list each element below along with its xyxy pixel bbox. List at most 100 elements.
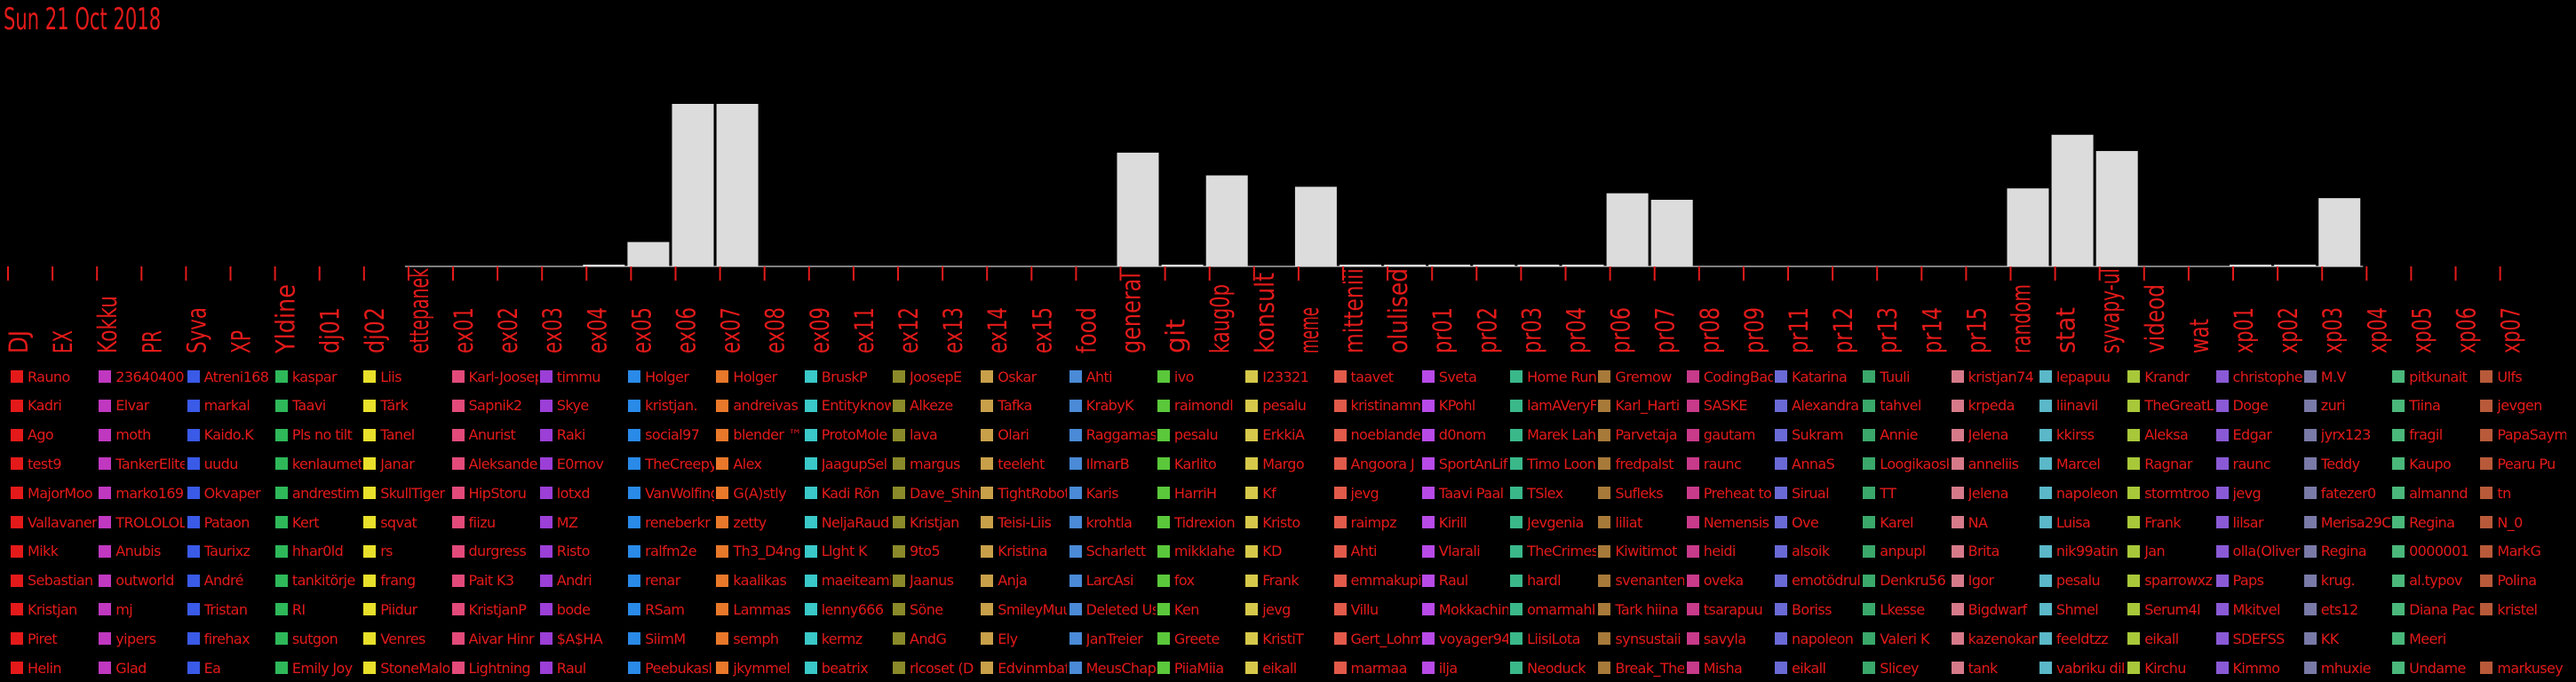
- legend-label: Villu: [1350, 600, 1379, 618]
- legend-swatch: [1598, 516, 1611, 528]
- legend-label: jkymmel: [733, 659, 791, 677]
- legend-swatch: [628, 544, 641, 558]
- legend-item: kristel: [2480, 596, 2566, 623]
- legend-label: Kert: [291, 513, 320, 531]
- legend-label: lava: [910, 426, 938, 444]
- category-label-xp01: xp01: [2229, 307, 2259, 353]
- legend-label: uudu: [203, 455, 239, 472]
- legend-item: MajorMoo: [11, 480, 97, 506]
- legend-item: Marek Lah: [1510, 422, 1596, 448]
- category-label-pr02: pr02: [1472, 307, 1502, 353]
- legend-item: voyager94: [1421, 625, 1508, 652]
- legend-label: Kristjan: [28, 600, 77, 618]
- legend-swatch: [451, 516, 465, 528]
- category-label-xp03: xp03: [2318, 307, 2348, 353]
- legend-label: Tristan: [203, 600, 248, 618]
- legend-swatch: [804, 516, 817, 528]
- legend-swatch: [981, 399, 994, 412]
- legend-item: Kert: [274, 509, 362, 535]
- legend-swatch: [804, 574, 817, 587]
- legend-label: Ragnar: [2144, 455, 2192, 472]
- legend-label: PiiaMiia: [1173, 659, 1224, 677]
- legend-item: beatrix: [804, 654, 891, 681]
- legend-item: Sveta: [1421, 363, 1508, 390]
- legend-label: ErkkiA: [1262, 426, 1305, 444]
- legend-swatch: [2039, 574, 2052, 587]
- legend-label: Sebastian: [28, 572, 93, 590]
- legend-swatch: [2303, 632, 2317, 646]
- legend-swatch: [539, 370, 553, 383]
- legend-label: jevg: [1262, 600, 1291, 618]
- legend-label: AnnaS: [1792, 455, 1835, 472]
- legend-label: G(A)stly: [733, 484, 786, 502]
- legend-swatch: [274, 457, 288, 471]
- legend-item: Ahti: [1069, 363, 1156, 390]
- legend-item: napoleon: [1775, 625, 1861, 652]
- legend-swatch: [451, 632, 465, 646]
- legend-item: tn: [2480, 480, 2566, 506]
- legend-label: Teddy: [2320, 455, 2360, 472]
- legend-swatch: [804, 544, 817, 558]
- category-label-PR: PR: [137, 330, 167, 353]
- legend-swatch: [539, 428, 553, 441]
- legend-label: Margo: [1262, 455, 1305, 472]
- legend-label: timmu: [556, 368, 601, 385]
- legend-item: KK: [2303, 625, 2390, 652]
- legend-item: Meeri: [2392, 625, 2478, 652]
- legend-item: Olari: [981, 422, 1067, 448]
- legend-item: G(A)stly: [716, 480, 802, 506]
- category-label-pr15: pr15: [1961, 307, 1992, 353]
- legend-label: kristel: [2497, 600, 2538, 618]
- legend-swatch: [628, 574, 641, 587]
- legend-swatch: [1421, 544, 1435, 558]
- legend-item: HarriH: [1157, 480, 1244, 506]
- legend-item: Lightning: [451, 654, 538, 681]
- legend-item: Risto: [539, 538, 626, 565]
- legend-item: KrabyK: [1069, 393, 1156, 419]
- legend-swatch: [1775, 544, 1787, 558]
- legend-label: Sapnik2: [468, 397, 523, 415]
- legend-label: Janar: [380, 455, 415, 472]
- legend-label: MarkG: [2497, 543, 2541, 560]
- legend-label: christophe: [2232, 368, 2302, 385]
- legend-label: 0000001: [2409, 543, 2469, 560]
- legend-swatch: [1686, 603, 1699, 616]
- legend-item: RI: [274, 596, 362, 623]
- legend-label: PapaSaym: [2497, 426, 2567, 444]
- legend-label: Piidur: [380, 600, 417, 618]
- legend-item: sutgon: [274, 625, 362, 652]
- legend-label: Llght K: [821, 543, 868, 560]
- category-label-pr06: pr06: [1606, 307, 1636, 353]
- legend-label: rs: [380, 543, 393, 560]
- legend-swatch: [2303, 428, 2317, 441]
- legend-item: TheGreatL: [2127, 393, 2214, 419]
- legend-label: eikall: [1792, 659, 1826, 677]
- legend-label: 9to5: [910, 543, 941, 560]
- category-label-Kokku: Kokku: [92, 296, 123, 353]
- legend-item: Jan: [2127, 538, 2214, 565]
- legend-item: pitkunait: [2392, 363, 2478, 390]
- legend-swatch: [99, 662, 112, 674]
- legend-label: KristiT: [1262, 630, 1304, 647]
- legend-swatch: [981, 632, 994, 646]
- legend-swatch: [1421, 603, 1435, 616]
- legend-item: Regina: [2392, 509, 2478, 535]
- legend-label: heidi: [1703, 543, 1737, 560]
- legend-item: Anurist: [451, 422, 538, 448]
- legend-swatch: [1069, 603, 1082, 616]
- legend-item: TankerElite: [99, 450, 185, 477]
- legend-swatch: [539, 487, 553, 500]
- legend-label: stormtroo: [2144, 484, 2210, 502]
- category-label-xp02: xp02: [2273, 307, 2303, 353]
- legend-swatch: [1333, 603, 1347, 616]
- legend-swatch: [1951, 632, 1964, 646]
- legend-swatch: [2215, 370, 2229, 383]
- legend-label: Emily Joy: [291, 659, 353, 677]
- legend-label: Anurist: [468, 426, 516, 444]
- legend-item: Liis: [363, 363, 449, 390]
- legend-swatch: [628, 632, 641, 646]
- legend-item: Raul: [539, 654, 626, 681]
- legend-swatch: [1069, 632, 1082, 646]
- legend-label: Merisa29C: [2320, 513, 2390, 531]
- legend-item: social97: [628, 422, 714, 448]
